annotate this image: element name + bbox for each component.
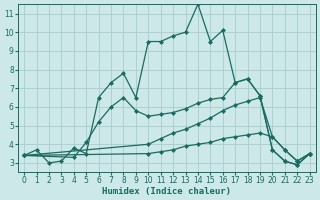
X-axis label: Humidex (Indice chaleur): Humidex (Indice chaleur) — [102, 187, 231, 196]
